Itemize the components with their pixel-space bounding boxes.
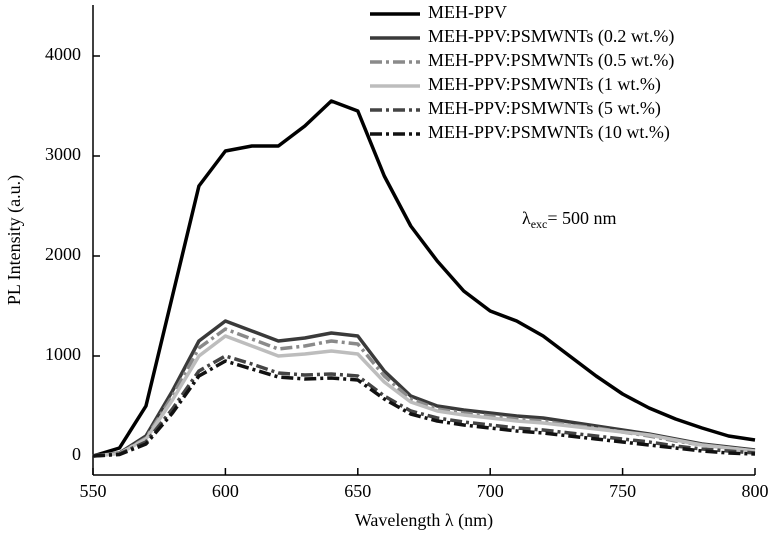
y-tick-label: 3000 xyxy=(45,144,81,164)
x-tick-label: 700 xyxy=(477,481,504,501)
legend-label: MEH-PPV xyxy=(428,2,507,22)
y-tick-label: 0 xyxy=(72,444,81,464)
legend-label: MEH-PPV:PSMWNTs (5 wt.%) xyxy=(428,98,661,119)
legend-label: MEH-PPV:PSMWNTs (10 wt.%) xyxy=(428,122,670,143)
y-tick-label: 2000 xyxy=(45,244,81,264)
series-line xyxy=(92,359,756,458)
y-axis-title: PL Intensity (a.u.) xyxy=(4,175,25,305)
annotation-symbol: λ xyxy=(522,208,531,228)
legend-label: MEH-PPV:PSMWNTs (0.2 wt.%) xyxy=(428,26,674,47)
x-tick-label: 750 xyxy=(609,481,636,501)
annotation: λexc= 500 nm xyxy=(522,208,617,231)
legend-label: MEH-PPV:PSMWNTs (0.5 wt.%) xyxy=(428,50,674,71)
x-tick-label: 800 xyxy=(742,481,769,501)
series-line xyxy=(92,334,756,458)
x-tick-label: 600 xyxy=(212,481,239,501)
y-tick-label: 4000 xyxy=(45,44,81,64)
x-axis-title: Wavelength λ (nm) xyxy=(355,510,493,531)
series-line xyxy=(92,354,756,458)
series-line xyxy=(92,99,756,458)
x-tick-label: 650 xyxy=(344,481,371,501)
y-tick-label: 1000 xyxy=(45,344,81,364)
legend-label: MEH-PPV:PSMWNTs (1 wt.%) xyxy=(428,74,661,95)
annotation-text: = 500 nm xyxy=(547,208,616,228)
x-tick-label: 550 xyxy=(80,481,107,501)
annotation-subscript: exc xyxy=(531,217,548,231)
